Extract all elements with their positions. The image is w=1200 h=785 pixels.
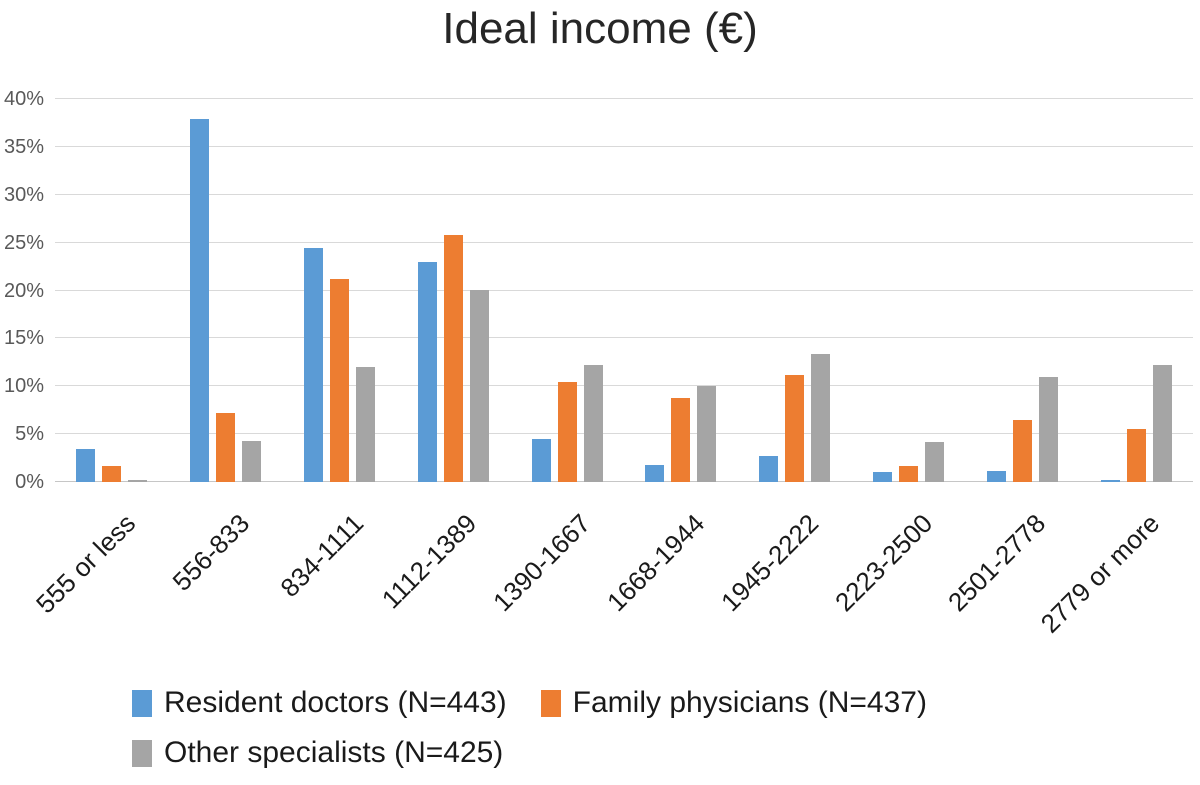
bar-group	[169, 99, 283, 482]
legend-label: Family physicians (N=437)	[572, 686, 927, 719]
y-tick-label: 0%	[15, 471, 44, 493]
bar	[1038, 376, 1058, 482]
legend-item: Resident doctors (N=443)	[132, 686, 507, 720]
legend-swatch-icon	[132, 739, 152, 767]
bar-group	[55, 99, 169, 482]
y-tick-label: 5%	[15, 423, 44, 446]
bar	[303, 248, 323, 482]
bar	[531, 438, 551, 482]
bar	[76, 449, 96, 482]
bar	[242, 440, 262, 482]
bar-group	[1079, 99, 1193, 482]
legend-item: Family physicians (N=437)	[540, 686, 927, 720]
x-axis: 555 or less 556-833 834-1111 1112-1389 1390-…	[30, 482, 1193, 677]
bar	[443, 234, 463, 482]
legend-swatch-icon	[540, 689, 561, 717]
bar	[1012, 419, 1032, 482]
y-tick-label: 40%	[3, 88, 44, 110]
bar	[583, 365, 603, 482]
bar-group	[283, 99, 397, 482]
y-axis: 0% 5% 10% 15% 20% 25% 30% 35% 40%	[0, 88, 46, 493]
bar-group	[396, 99, 510, 482]
bar	[469, 289, 489, 482]
gridline	[55, 289, 1193, 291]
bar	[645, 464, 665, 482]
bar	[924, 441, 944, 482]
bar	[986, 471, 1006, 482]
chart-title: Ideal income (€)	[442, 4, 758, 53]
legend-label: Resident doctors (N=443)	[164, 686, 507, 719]
bar	[355, 367, 375, 482]
bar-group	[738, 99, 852, 482]
gridline	[55, 145, 1193, 147]
gridline	[55, 337, 1193, 339]
legend: Resident doctors (N=443) Family physician…	[132, 686, 1062, 770]
gridline	[55, 385, 1193, 387]
bar	[1100, 480, 1120, 482]
bar	[697, 386, 717, 482]
gridline	[55, 241, 1193, 243]
y-tick-label: 15%	[3, 327, 44, 350]
bar	[811, 353, 831, 482]
legend-item: Other specialists (N=425)	[132, 736, 503, 770]
y-tick-label: 25%	[3, 231, 44, 254]
bar	[759, 456, 779, 482]
bar	[898, 465, 918, 482]
bar	[417, 261, 437, 482]
bar	[102, 465, 122, 482]
gridline	[55, 433, 1193, 435]
gridline	[55, 193, 1193, 195]
bar	[216, 413, 236, 482]
legend-label: Other specialists (N=425)	[164, 736, 504, 769]
bar	[1152, 365, 1172, 482]
bar-group	[624, 99, 738, 482]
bar	[190, 119, 210, 482]
bar	[329, 279, 349, 482]
bar-group	[852, 99, 966, 482]
y-tick-label: 35%	[3, 135, 44, 158]
bar	[1126, 429, 1146, 482]
bar	[671, 397, 691, 482]
bar	[557, 382, 577, 482]
bar-group	[965, 99, 1079, 482]
y-tick-label: 30%	[3, 183, 44, 206]
gridline	[55, 98, 1193, 99]
y-tick-label: 20%	[3, 279, 44, 302]
y-tick-label: 10%	[3, 375, 44, 398]
bars-layer	[55, 99, 1193, 482]
legend-swatch-icon	[132, 689, 152, 717]
bar	[872, 472, 892, 482]
bar	[785, 374, 805, 482]
bar	[128, 480, 148, 482]
bar-group	[510, 99, 624, 482]
x-axis-line	[55, 481, 1193, 482]
plot-area	[55, 98, 1193, 482]
